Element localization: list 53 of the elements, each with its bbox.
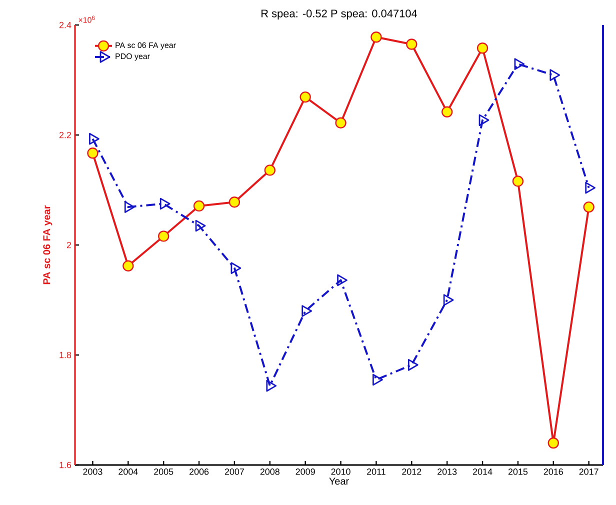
y-tick-label: 1.6 [60,462,72,468]
x-tick-label: 2014 [473,468,492,475]
point [193,200,205,212]
point [264,164,276,176]
x-tick-label: 2007 [224,468,244,475]
x-tick-label: 2017 [579,468,598,475]
point [89,132,100,145]
point [585,182,596,194]
point [124,201,135,213]
y-tick-label: 2.4 [59,22,72,28]
point [302,305,312,317]
point [337,274,348,286]
point [548,437,559,449]
x-tick-label: 2012 [402,468,422,475]
x-tick-label: 2016 [544,468,563,475]
x-tick-label: 2006 [190,468,209,475]
point [476,42,488,54]
point [158,230,170,242]
x-tick-label: 2011 [367,468,386,475]
point [583,201,594,213]
point [408,359,418,371]
y-tick-label: 2 [66,242,72,248]
point [550,69,560,81]
point [372,374,383,386]
point [87,148,98,159]
point [370,32,382,43]
point [160,198,170,210]
point [514,58,525,70]
point [122,260,134,272]
point [441,106,453,118]
point [335,117,346,129]
point [478,114,490,126]
x-tick-label: 2015 [508,468,528,475]
x-tick-label: 2013 [438,468,457,475]
chart-title: R spea: -0.52 P spea: 0.047104 [262,10,418,20]
point [443,294,454,306]
y-axis-title: PA sc 06 FA year [43,205,52,284]
x-tick-label: 2004 [118,468,138,475]
point [230,262,242,274]
x-tick-label: 2010 [331,468,350,475]
x-tick-label: 2009 [296,468,315,475]
point [300,91,311,103]
point [195,220,206,232]
point [512,176,524,187]
x-tick-label: 2003 [83,468,102,475]
point [266,380,277,392]
point [228,196,240,208]
x-axis-title: Year [329,478,349,485]
y-tick-label: 1.8 [60,352,72,358]
y-tick-label: 2.2 [59,132,72,138]
x-tick-label: 2005 [154,468,174,475]
point [406,38,418,50]
x-tick-label: 2008 [260,468,280,475]
